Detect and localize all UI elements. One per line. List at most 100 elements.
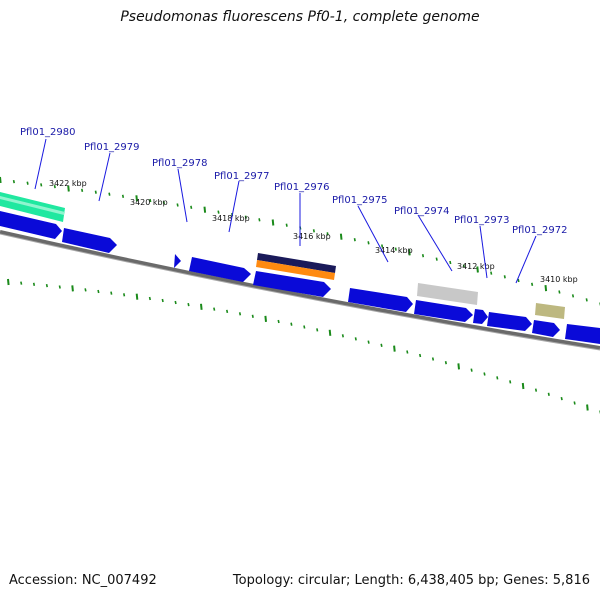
lower-ring-tick [354, 337, 357, 341]
lower-ring-tick [32, 282, 36, 286]
upper-ring-tick [12, 179, 15, 184]
upper-ring-tick [585, 298, 588, 302]
upper-ring-tick [53, 184, 56, 189]
locus-label-pfl01-2975[interactable]: Pfl01_2975 [332, 195, 388, 206]
lower-ring-tick [534, 388, 538, 392]
upper-ring-tick [421, 254, 425, 258]
feature-pfl01-2976-bottom[interactable] [256, 260, 335, 280]
upper-ring-tick [449, 260, 452, 265]
feature-track [0, 192, 565, 319]
locus-label-pfl01-2976[interactable]: Pfl01_2976 [274, 182, 330, 193]
lower-ring-tick [187, 302, 190, 307]
cds-arrow-pfl01-2975[interactable] [348, 288, 413, 312]
backbone-line [0, 230, 600, 350]
lower-ring-tick [547, 392, 550, 396]
upper-ring-tick [381, 244, 384, 248]
upper-ring-tick [271, 219, 275, 226]
feature-highlight-pfl01-2980 [0, 196, 65, 215]
lower-ring-tick [200, 303, 203, 310]
upper-ring-tick [0, 176, 2, 184]
lower-ring-tick [84, 288, 87, 292]
leader-pfl01-2978 [177, 168, 188, 223]
upper-ring-tick [503, 275, 506, 279]
feature-pfl01-2974[interactable] [417, 283, 478, 305]
upper-ring-tick [258, 218, 261, 222]
upper-ring-tick [26, 181, 29, 185]
feature-pfl01-2972[interactable] [535, 303, 565, 319]
lower-ring-tick [457, 363, 460, 370]
upper-ring-tick [121, 194, 125, 198]
lower-ring-tick [419, 353, 422, 358]
upper-ring-tick [339, 233, 343, 240]
locus-label-pfl01-2974[interactable]: Pfl01_2974 [394, 206, 450, 217]
cds-arrow-pfl01-2979[interactable] [62, 228, 117, 253]
cds-arrow-pfl01-2976[interactable] [253, 271, 331, 297]
lower-ring-tick [161, 298, 164, 303]
lower-ring-tick [213, 307, 216, 311]
lower-ring-tick [380, 343, 383, 347]
lower-ring-tick [328, 329, 332, 336]
lower-tick-ring [7, 278, 600, 414]
lower-ring-tick [148, 296, 151, 301]
lower-ring-tick [496, 376, 499, 380]
lower-ring-tick [367, 340, 370, 344]
locus-label-pfl01-2977[interactable]: Pfl01_2977 [214, 171, 270, 182]
cds-arrow-pfl01-2973b[interactable] [487, 312, 532, 331]
lower-ring-tick [71, 285, 74, 292]
cds-arrow-pfl01-2973[interactable] [473, 309, 488, 324]
cds-arrow-pfl01-2971[interactable] [565, 324, 600, 344]
cds-arrow-pfl01-2974[interactable] [414, 300, 473, 322]
upper-ring-tick [558, 290, 561, 294]
accession-text: Accession: NC_007492 [9, 573, 157, 588]
lower-ring-tick [226, 309, 229, 314]
upper-ring-tick [176, 203, 179, 207]
kbp-label-3420: 3420 kbp [130, 198, 168, 207]
upper-ring-tick [367, 241, 370, 245]
locus-label-pfl01-2978[interactable]: Pfl01_2978 [152, 158, 208, 169]
lower-ring-tick [444, 361, 447, 365]
locus-label-pfl01-2980[interactable]: Pfl01_2980 [20, 127, 76, 138]
locus-label-pfl01-2973[interactable]: Pfl01_2973 [454, 215, 510, 226]
genome-backbone [0, 230, 600, 351]
upper-ring-tick [149, 198, 152, 203]
locus-label-pfl01-2972[interactable]: Pfl01_2972 [512, 225, 568, 236]
kbp-label-3412: 3412 kbp [457, 262, 495, 271]
lower-ring-tick [264, 315, 267, 322]
lower-ring-tick [406, 350, 409, 354]
lower-ring-tick [483, 372, 486, 376]
cds-arrow-pfl01-2972[interactable] [532, 320, 560, 337]
upper-ring-tick [435, 257, 438, 261]
upper-ring-tick [408, 249, 411, 256]
lower-ring-tick [509, 380, 512, 384]
lower-ring-tick [521, 382, 525, 390]
leader-pfl01-2972 [515, 235, 537, 284]
lower-ring-tick [135, 293, 139, 300]
upper-ring-tick [476, 266, 479, 273]
upper-ring-tick [394, 247, 397, 251]
kbp-label-3416: 3416 kbp [293, 232, 331, 241]
leader-pfl01-2974 [417, 214, 453, 272]
upper-ring-tick [517, 278, 520, 283]
kbp-label-3410: 3410 kbp [540, 275, 578, 284]
upper-ring-tick [312, 229, 315, 233]
upper-ring-tick [162, 201, 165, 205]
lower-ring-tick [251, 314, 254, 318]
cds-arrow-pfl01-2980[interactable] [0, 211, 62, 239]
feature-pfl01-2976-top[interactable] [257, 253, 336, 273]
cds-arrow-pfl01-2977[interactable] [189, 257, 251, 282]
upper-ring-tick [190, 205, 193, 209]
lower-ring-tick [58, 285, 61, 289]
leader-pfl01-2975 [357, 205, 389, 263]
lower-ring-tick [586, 404, 589, 411]
genome-title: Pseudomonas fluorescens Pf0-1, complete … [120, 9, 480, 25]
lower-ring-tick [470, 368, 473, 372]
upper-ring-tick [490, 271, 493, 275]
upper-ring-tick [544, 285, 548, 292]
lower-ring-tick [277, 319, 280, 324]
lower-ring-tick [341, 334, 344, 338]
cds-arrow-pfl01-2978[interactable] [174, 254, 181, 268]
lower-ring-tick [316, 328, 319, 332]
locus-label-pfl01-2979[interactable]: Pfl01_2979 [84, 142, 140, 153]
leader-pfl01-2979 [98, 152, 111, 202]
upper-ring-tick [285, 223, 288, 227]
